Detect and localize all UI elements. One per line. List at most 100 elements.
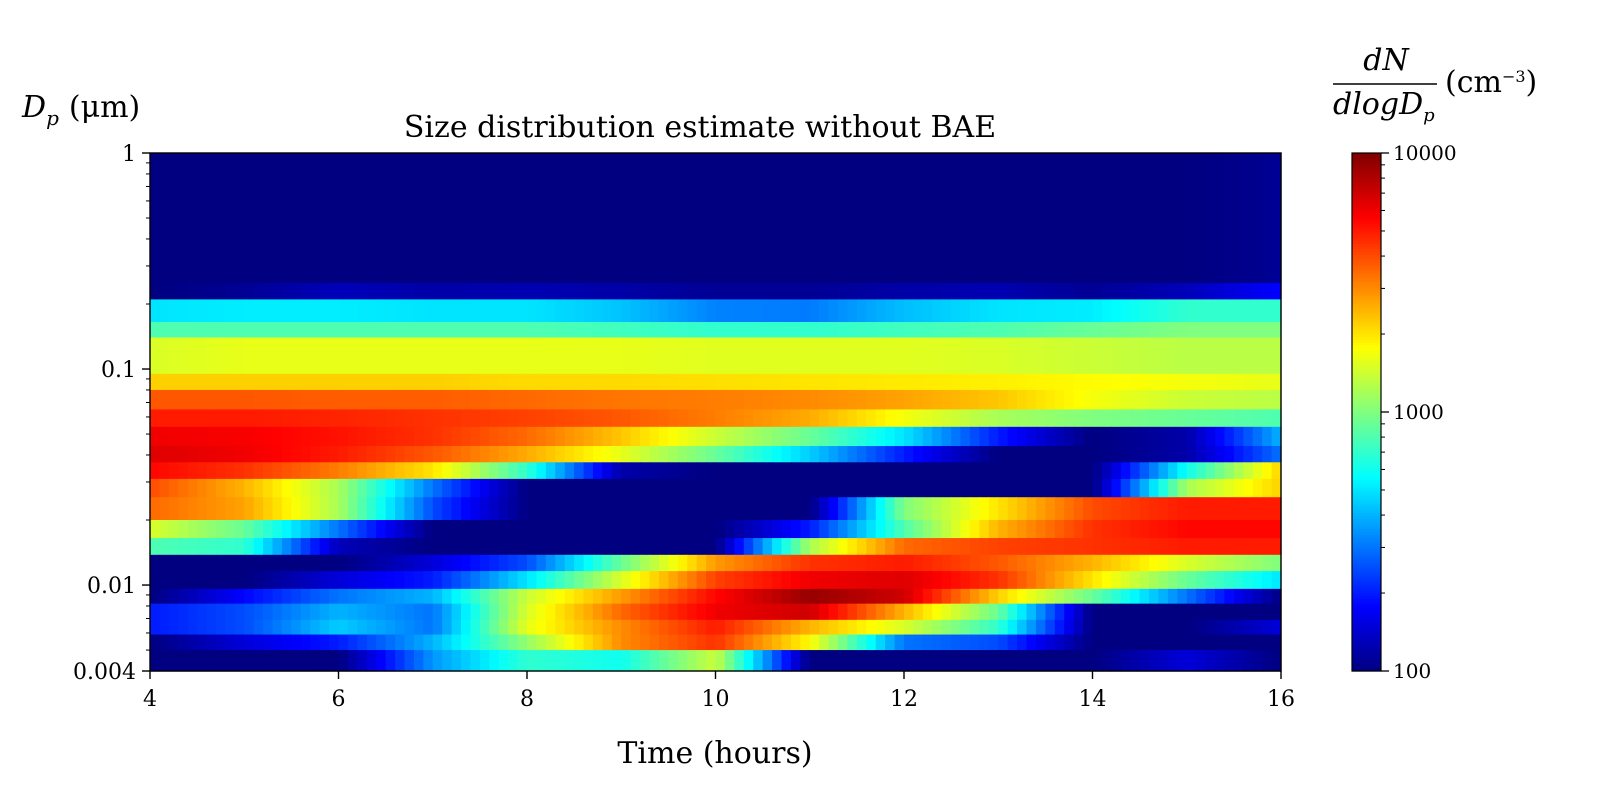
heatmap-cell: [498, 478, 509, 498]
heatmap-cell: [1007, 426, 1018, 447]
heatmap-cell: [234, 373, 245, 391]
heatmap-cell: [1064, 497, 1075, 521]
heatmap-cell: [1111, 588, 1122, 605]
heatmap-cell: [1243, 389, 1254, 411]
heatmap-cell: [536, 373, 547, 391]
heatmap-cell: [1017, 426, 1028, 447]
heatmap-cell: [498, 588, 509, 605]
heatmap-cell: [564, 373, 575, 391]
heatmap-cell: [913, 389, 924, 411]
heatmap-cell: [922, 299, 933, 323]
heatmap-cell: [376, 299, 387, 323]
heatmap-cell: [366, 571, 377, 590]
y-axis-symbol: D: [21, 90, 46, 125]
colorbar-segment: [1352, 272, 1381, 276]
heatmap-cell: [856, 588, 867, 605]
heatmap-cell: [762, 619, 773, 636]
heatmap-cell: [781, 650, 792, 672]
heatmap-cell: [291, 373, 302, 391]
heatmap-cell: [875, 634, 886, 651]
heatmap-cell: [677, 389, 688, 411]
heatmap-cell: [395, 299, 406, 323]
heatmap-cell: [1158, 478, 1169, 498]
heatmap-cell: [838, 478, 849, 498]
heatmap-cell: [319, 153, 330, 284]
heatmap-cell: [338, 389, 349, 411]
heatmap-cell: [423, 153, 434, 284]
heatmap-cell: [413, 283, 424, 301]
heatmap-cell: [856, 538, 867, 556]
heatmap-cell: [310, 153, 321, 284]
heatmap-cell: [574, 634, 585, 651]
heatmap-cell: [1064, 446, 1075, 463]
heatmap-cell: [696, 373, 707, 391]
heatmap-cell: [998, 462, 1009, 480]
heatmap-cell: [508, 337, 519, 375]
heatmap-cell: [215, 153, 226, 284]
heatmap-cell: [263, 634, 274, 651]
heatmap-cell: [1243, 588, 1254, 605]
heatmap-cell: [668, 554, 679, 572]
heatmap-cell: [347, 538, 358, 556]
heatmap-cell: [1233, 650, 1244, 672]
heatmap-cell: [263, 322, 274, 339]
heatmap-cell: [1196, 650, 1207, 672]
heatmap-cell: [941, 337, 952, 375]
heatmap-cell: [244, 554, 255, 572]
heatmap-cell: [781, 571, 792, 590]
heatmap-cell: [1196, 389, 1207, 411]
heatmap-cell: [150, 478, 161, 498]
heatmap-cell: [781, 409, 792, 428]
heatmap-cell: [206, 603, 217, 621]
heatmap-cell: [668, 619, 679, 636]
heatmap-cell: [1243, 478, 1254, 498]
heatmap-cell: [1083, 603, 1094, 621]
heatmap-cell: [536, 283, 547, 301]
colorbar-segment: [1352, 254, 1381, 258]
heatmap-cell: [234, 497, 245, 521]
heatmap-cell: [404, 389, 415, 411]
heatmap-cell: [404, 619, 415, 636]
heatmap-cell: [508, 554, 519, 572]
heatmap-cell: [404, 538, 415, 556]
heatmap-cell: [168, 462, 179, 480]
heatmap-cell: [423, 389, 434, 411]
heatmap-cell: [385, 153, 396, 284]
heatmap-cell: [461, 634, 472, 651]
heatmap-cell: [988, 299, 999, 323]
heatmap-cell: [1262, 571, 1273, 590]
heatmap-cell: [1215, 538, 1226, 556]
heatmap-cell: [1233, 588, 1244, 605]
heatmap-cell: [696, 634, 707, 651]
heatmap-cell: [781, 520, 792, 539]
heatmap-cell: [960, 446, 971, 463]
heatmap-cell: [988, 322, 999, 339]
colorbar-segment: [1352, 349, 1381, 354]
heatmap-cell: [1130, 283, 1141, 301]
heatmap-cell: [300, 588, 311, 605]
heatmap-cell: [687, 337, 698, 375]
heatmap-cell: [329, 462, 340, 480]
heatmap-cell: [357, 588, 368, 605]
heatmap-cell: [969, 634, 980, 651]
colorbar-segment: [1352, 466, 1381, 470]
heatmap-cell: [1158, 571, 1169, 590]
heatmap-cell: [263, 497, 274, 521]
heatmap-cell: [941, 538, 952, 556]
heatmap-cell: [395, 497, 406, 521]
heatmap-cell: [187, 650, 198, 672]
heatmap-cell: [272, 446, 283, 463]
heatmap-cell: [272, 650, 283, 672]
heatmap-cell: [329, 650, 340, 672]
colorbar-segment: [1352, 238, 1381, 242]
heatmap-cell: [150, 603, 161, 621]
colorbar-title-unit-close: ): [1526, 65, 1538, 100]
heatmap-cell: [904, 619, 915, 636]
heatmap-cell: [1120, 446, 1131, 463]
heatmap-cell: [1167, 571, 1178, 590]
heatmap-cell: [1186, 588, 1197, 605]
heatmap-cell: [687, 619, 698, 636]
heatmap-cell: [904, 389, 915, 411]
heatmap-cell: [263, 409, 274, 428]
heatmap-cell: [489, 153, 500, 284]
